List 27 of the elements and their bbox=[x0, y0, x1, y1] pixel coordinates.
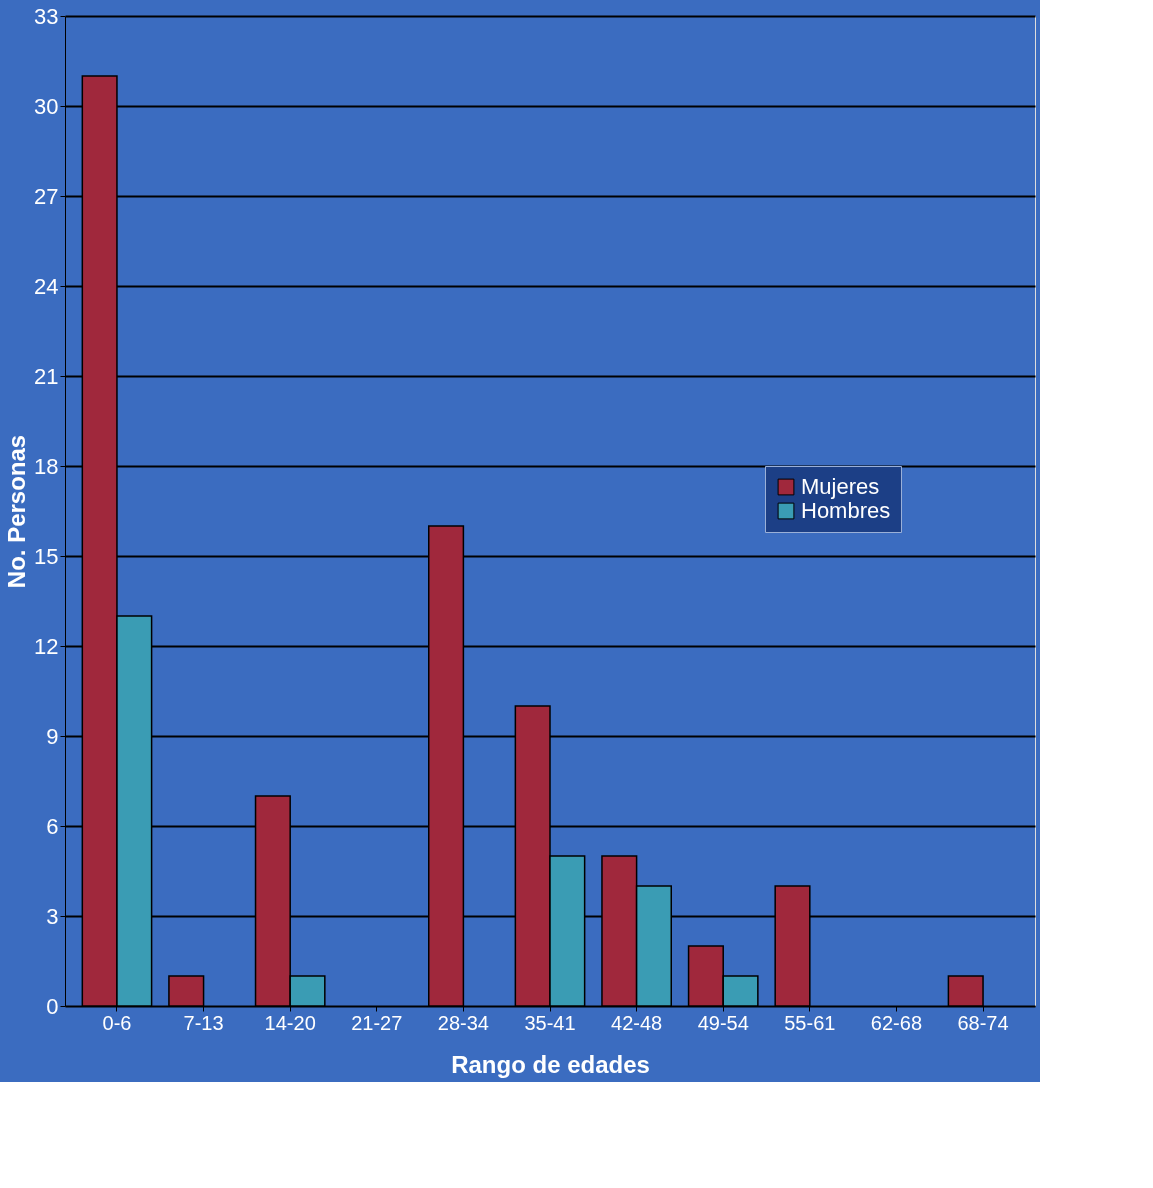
y-tick-label: 30 bbox=[34, 93, 59, 119]
legend-label: Hombres bbox=[801, 498, 891, 523]
y-axis-title: No. Personas bbox=[3, 434, 31, 589]
y-tick-label: 6 bbox=[46, 813, 59, 839]
x-tick-label: 7-13 bbox=[183, 1011, 224, 1034]
y-tick-label: 18 bbox=[34, 453, 59, 479]
y-tick-label: 33 bbox=[34, 3, 59, 29]
x-tick-label: 49-54 bbox=[697, 1011, 749, 1034]
y-tick-label: 12 bbox=[34, 633, 59, 659]
y-tick-label: 27 bbox=[34, 183, 59, 209]
y-tick-label: 0 bbox=[46, 993, 59, 1019]
x-tick-label: 21-27 bbox=[351, 1011, 403, 1034]
x-tick-label: 62-68 bbox=[870, 1011, 923, 1034]
y-tick-label: 3 bbox=[46, 903, 59, 929]
x-tick-label: 55-61 bbox=[784, 1011, 836, 1034]
y-tick-label: 24 bbox=[34, 273, 59, 299]
legend-label: Mujeres bbox=[801, 474, 880, 499]
x-tick-label: 35-41 bbox=[524, 1011, 576, 1034]
y-tick-label: 9 bbox=[46, 723, 59, 749]
y-tick-label: 15 bbox=[34, 543, 59, 569]
y-tick-label: 21 bbox=[34, 363, 59, 389]
x-tick-label: 14-20 bbox=[264, 1011, 316, 1034]
x-tick-label: 0-6 bbox=[102, 1011, 132, 1034]
x-axis-title: Rango de edades bbox=[451, 1050, 650, 1078]
x-tick-label: 42-48 bbox=[611, 1011, 663, 1034]
x-tick-label: 68-74 bbox=[957, 1011, 1009, 1034]
x-tick-label: 28-34 bbox=[437, 1011, 489, 1034]
